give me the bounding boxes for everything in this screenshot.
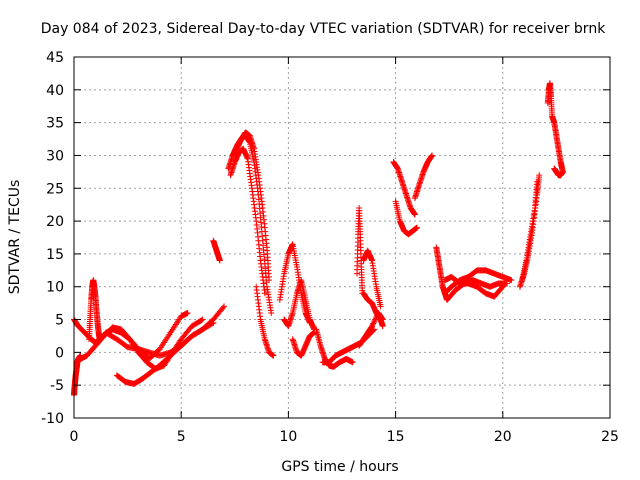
- data-point: [379, 316, 386, 323]
- series-hump-c: [233, 129, 273, 284]
- series-hump-h: [390, 159, 418, 218]
- data-point: [209, 320, 216, 327]
- series-hump-e: [281, 277, 318, 333]
- series-rise-d: [519, 178, 541, 284]
- data-point: [221, 303, 228, 310]
- data-point: [270, 352, 277, 359]
- data-point: [371, 317, 378, 324]
- x-tick-label: 5: [177, 429, 186, 445]
- series-rise-a: [356, 309, 386, 349]
- y-tick-label: 35: [46, 116, 64, 132]
- x-tick-label: 0: [70, 429, 79, 445]
- data-point: [266, 277, 273, 284]
- y-tick-label: 25: [46, 181, 64, 197]
- data-point: [414, 224, 421, 231]
- x-tick-label: 15: [387, 429, 405, 445]
- y-tick-label: 0: [55, 345, 64, 361]
- data-point: [429, 152, 436, 159]
- data-point: [372, 315, 379, 322]
- data-point: [210, 319, 217, 326]
- data-point: [377, 303, 384, 310]
- data-point: [184, 309, 191, 316]
- data-point: [534, 178, 541, 185]
- axis-ticks: 0 5 10 15 20 25 -10 -5 0 5 10 15 20 25 30 35 40 45: [41, 50, 619, 445]
- series-spike-2: [354, 204, 366, 297]
- series-band-b: [441, 273, 506, 300]
- data-point: [504, 280, 511, 287]
- data-point: [268, 309, 275, 316]
- series-band-c: [444, 277, 511, 303]
- y-tick-label: 10: [46, 280, 64, 296]
- x-tick-label: 20: [494, 429, 512, 445]
- series-cluster-6h: [210, 237, 223, 264]
- series-spike-3b: [551, 165, 566, 179]
- series-rise-b: [411, 152, 436, 202]
- data-point: [198, 317, 205, 324]
- data-point: [508, 277, 515, 284]
- x-tick-label: 25: [601, 429, 619, 445]
- data-point: [220, 304, 227, 311]
- data-point: [370, 320, 377, 327]
- data-point: [199, 316, 206, 323]
- data-point: [261, 290, 268, 297]
- data-point: [96, 336, 103, 343]
- data-point: [536, 172, 543, 179]
- data-point: [216, 257, 223, 264]
- y-tick-label: 30: [46, 148, 64, 164]
- series-hump-f: [360, 247, 384, 310]
- y-tick-label: -5: [50, 378, 64, 394]
- series-trough-a: [313, 326, 356, 370]
- data-point: [372, 316, 379, 323]
- x-tick-label: 10: [279, 429, 297, 445]
- data-point: [369, 323, 376, 330]
- series-fall-a: [253, 283, 277, 359]
- plot-frame: [73, 56, 611, 419]
- data-point: [559, 168, 566, 175]
- y-tick-label: -10: [41, 411, 64, 427]
- y-tick-label: 20: [46, 214, 64, 230]
- data-point: [369, 321, 376, 328]
- data-point: [349, 359, 356, 366]
- y-axis-label: SDTVAR / TECUs: [7, 180, 23, 295]
- data-point: [411, 211, 418, 218]
- y-tick-label: 5: [55, 313, 64, 329]
- y-tick-label: 45: [46, 50, 64, 66]
- series-fall-b: [289, 329, 318, 359]
- y-tick-label: 15: [46, 247, 64, 263]
- y-tick-label: 40: [46, 83, 64, 99]
- series-spike-1: [86, 277, 103, 343]
- series-track-d: [103, 319, 217, 359]
- data-point: [77, 352, 84, 359]
- x-axis-label: GPS time / hours: [281, 459, 398, 475]
- chart-title: Day 084 of 2023, Sidereal Day-to-day VTE…: [41, 21, 606, 37]
- series-hump-b: [227, 145, 268, 297]
- data-point: [379, 323, 386, 330]
- series-spike-3: [544, 80, 566, 175]
- data-point: [370, 319, 377, 326]
- series-hump-i: [392, 198, 421, 238]
